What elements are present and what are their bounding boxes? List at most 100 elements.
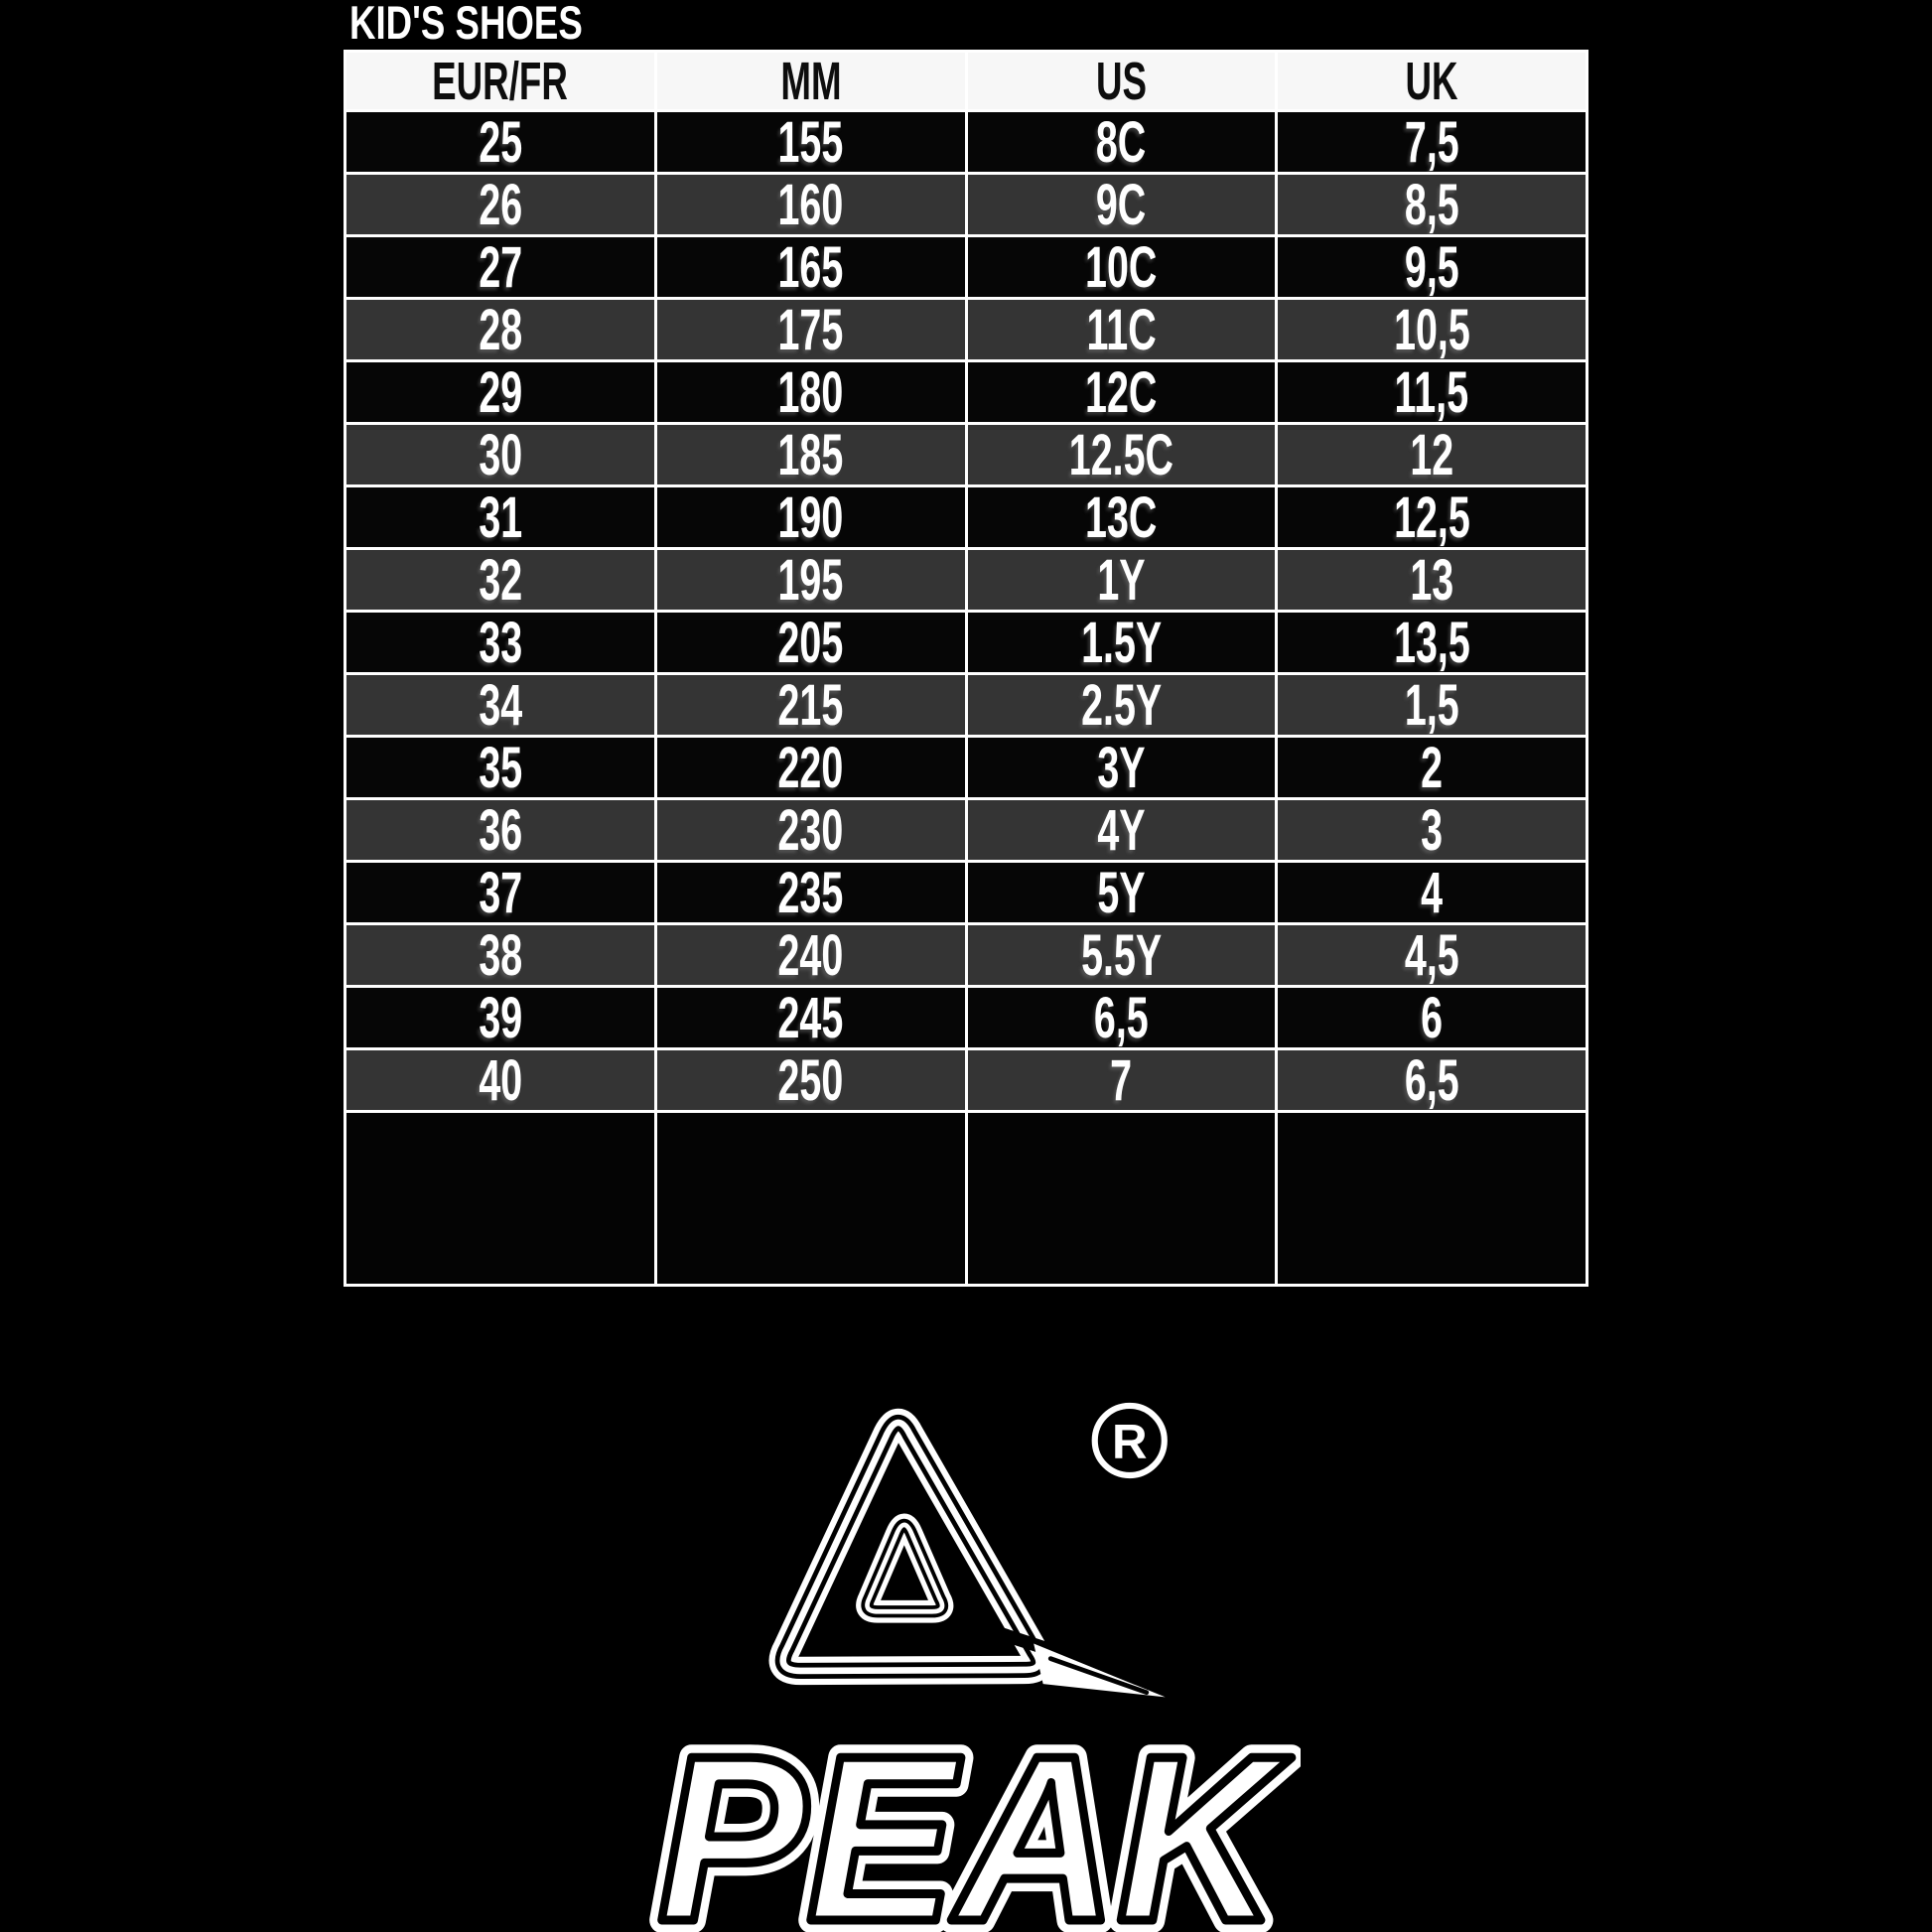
table-cell-text: 10,5 xyxy=(1393,300,1470,359)
table-cell-text: 11,5 xyxy=(1394,362,1469,422)
table-cell-text: 1,5 xyxy=(1404,675,1459,735)
table-cell: 38 xyxy=(346,925,654,985)
table-cell-text: 175 xyxy=(777,300,844,359)
table-cell-text: 6 xyxy=(1421,988,1444,1047)
table-cell-text: 2.5Y xyxy=(1080,675,1162,735)
table-cell-text: 5.5Y xyxy=(1080,925,1162,985)
table-cell: 1,5 xyxy=(1278,675,1586,735)
empty-footer-cell xyxy=(346,1113,654,1284)
table-cell: 34 xyxy=(346,675,654,735)
table-cell-text: 245 xyxy=(777,988,844,1047)
table-cell-text: 4Y xyxy=(1097,800,1146,860)
table-cell: 245 xyxy=(656,988,965,1047)
table-cell-text: 250 xyxy=(777,1050,844,1110)
table-cell-text: 6,5 xyxy=(1093,988,1149,1047)
table-cell-text: 13,5 xyxy=(1393,613,1470,672)
table-cell-text: 12.5C xyxy=(1068,425,1174,484)
table-cell: 30 xyxy=(346,425,654,484)
table-cell-text: 7 xyxy=(1110,1050,1133,1110)
table-cell: 7 xyxy=(967,1050,1276,1110)
table-cell-text: 33 xyxy=(478,613,522,672)
table-cell-text: 28 xyxy=(478,300,522,359)
table-cell-text: 190 xyxy=(777,487,844,547)
table-cell: 13 xyxy=(1278,550,1586,610)
page-title-text: KID'S SHOES xyxy=(349,0,583,49)
table-cell: 26 xyxy=(346,175,654,234)
table-cell-text: 12C xyxy=(1085,362,1158,422)
header-cell: UK xyxy=(1278,53,1586,109)
table-cell: 11C xyxy=(967,300,1276,359)
table-cell: 25 xyxy=(346,112,654,172)
table-cell: 2.5Y xyxy=(967,675,1276,735)
table-cell-text: 12 xyxy=(1410,425,1454,484)
header-cell: US xyxy=(967,53,1276,109)
header-cell: EUR/FR xyxy=(346,53,654,109)
table-cell-text: 39 xyxy=(478,988,522,1047)
registered-trademark-icon: R xyxy=(1091,1402,1168,1479)
table-cell-text: 13 xyxy=(1410,550,1454,610)
table-cell: 220 xyxy=(656,738,965,797)
table-cell: 175 xyxy=(656,300,965,359)
triangle-inner xyxy=(856,1513,954,1623)
header-cell: MM xyxy=(656,53,965,109)
table-cell: 180 xyxy=(656,362,965,422)
table-cell-text: 3Y xyxy=(1097,738,1146,797)
table-cell: 185 xyxy=(656,425,965,484)
table-cell: 1.5Y xyxy=(967,613,1276,672)
table-cell-text: 37 xyxy=(478,863,522,922)
table-cell-text: 3 xyxy=(1421,800,1444,860)
header-cell-text: UK xyxy=(1405,53,1458,109)
header-cell-text: US xyxy=(1095,53,1147,109)
table-cell-text: 9C xyxy=(1096,175,1147,234)
table-cell: 11,5 xyxy=(1278,362,1586,422)
table-cell: 9,5 xyxy=(1278,237,1586,297)
table-cell: 37 xyxy=(346,863,654,922)
table-cell: 12,5 xyxy=(1278,487,1586,547)
table-cell-text: 160 xyxy=(777,175,844,234)
table-cell-text: 7,5 xyxy=(1404,112,1459,172)
table-cell-text: 235 xyxy=(777,863,844,922)
table-cell-text: 35 xyxy=(478,738,522,797)
table-cell-text: 34 xyxy=(478,675,522,735)
table-cell-text: 2 xyxy=(1421,738,1444,797)
table-cell: 12 xyxy=(1278,425,1586,484)
table-cell: 215 xyxy=(656,675,965,735)
table-cell-text: 1Y xyxy=(1097,550,1146,610)
table-cell: 8,5 xyxy=(1278,175,1586,234)
table-cell: 4Y xyxy=(967,800,1276,860)
empty-footer-cell xyxy=(967,1113,1276,1284)
table-cell-text: 32 xyxy=(478,550,522,610)
table-cell: 27 xyxy=(346,237,654,297)
table-cell-text: 4 xyxy=(1421,863,1444,922)
peak-wordmark-halo: PEAK xyxy=(658,1729,1293,1932)
table-cell-text: 155 xyxy=(777,112,844,172)
table-cell-text: 220 xyxy=(777,738,844,797)
table-cell-text: 31 xyxy=(478,487,522,547)
table-cell: 6,5 xyxy=(967,988,1276,1047)
peak-wordmark-text: PEAK xyxy=(658,1729,1293,1932)
table-cell: 6 xyxy=(1278,988,1586,1047)
table-cell-text: 27 xyxy=(478,237,522,297)
table-cell-text: 205 xyxy=(777,613,844,672)
table-cell-text: 10C xyxy=(1085,237,1158,297)
table-cell: 12.5C xyxy=(967,425,1276,484)
table-cell-text: 6,5 xyxy=(1404,1050,1459,1110)
table-cell-text: 9,5 xyxy=(1404,237,1459,297)
table-cell: 5.5Y xyxy=(967,925,1276,985)
table-cell-text: 185 xyxy=(777,425,844,484)
triangle-outer-band xyxy=(768,1409,1053,1686)
empty-footer-cell xyxy=(656,1113,965,1284)
table-cell: 6,5 xyxy=(1278,1050,1586,1110)
table-cell-text: 40 xyxy=(478,1050,522,1110)
table-cell-text: 13C xyxy=(1085,487,1158,547)
table-cell: 195 xyxy=(656,550,965,610)
table-cell-text: 165 xyxy=(777,237,844,297)
header-cell-text: MM xyxy=(780,53,842,109)
table-cell: 4,5 xyxy=(1278,925,1586,985)
table-cell-text: 26 xyxy=(478,175,522,234)
table-cell: 205 xyxy=(656,613,965,672)
table-cell: 35 xyxy=(346,738,654,797)
table-cell: 155 xyxy=(656,112,965,172)
table-cell-text: 4,5 xyxy=(1404,925,1459,985)
table-cell: 33 xyxy=(346,613,654,672)
